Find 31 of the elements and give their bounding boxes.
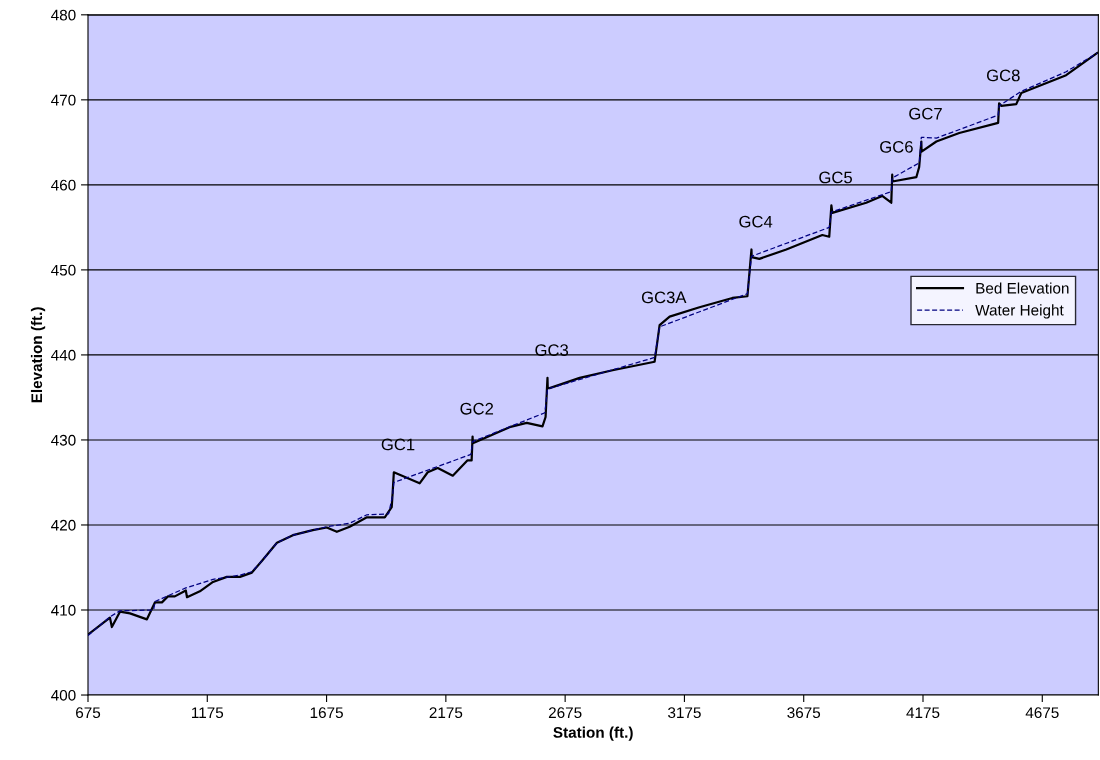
y-tick-label: 430 — [51, 434, 76, 446]
annotation: GC3 — [535, 344, 569, 356]
legend-label: Water Height — [975, 304, 1064, 319]
y-axis-title: Elevation (ft.) — [30, 307, 46, 403]
annotation: GC1 — [381, 438, 415, 451]
x-tick-label: 3175 — [668, 707, 701, 719]
x-tick-label: 3675 — [787, 707, 821, 719]
y-tick-label: 400 — [51, 689, 76, 701]
x-tick-label: 4675 — [1025, 707, 1059, 719]
annotation: GC7 — [909, 107, 942, 120]
y-tick-label: 410 — [51, 604, 76, 616]
legend-label: Bed Elevation — [976, 282, 1069, 294]
x-tick-label: 2175 — [429, 707, 463, 719]
y-tick-label: 450 — [51, 264, 76, 276]
annotation: GC8 — [986, 69, 1020, 82]
y-tick-label: 480 — [51, 9, 76, 21]
x-axis-title: Station (ft.) — [553, 726, 633, 741]
annotation: GC5 — [819, 171, 852, 184]
x-tick-label: 2675 — [548, 707, 582, 719]
x-tick-label: 4175 — [906, 707, 940, 719]
annotation: GC6 — [880, 140, 913, 153]
x-tick-label: 1675 — [310, 707, 343, 719]
y-tick-label: 420 — [51, 519, 76, 531]
y-tick-label: 460 — [51, 179, 76, 191]
annotation: GC3A — [641, 291, 687, 304]
annotation: GC4 — [739, 215, 773, 228]
x-tick-label: 1175 — [192, 707, 224, 719]
x-tick-label: 675 — [76, 707, 101, 719]
y-tick-label: 440 — [51, 349, 76, 361]
y-tick-label: 470 — [51, 94, 76, 106]
annotation: GC2 — [460, 402, 494, 415]
